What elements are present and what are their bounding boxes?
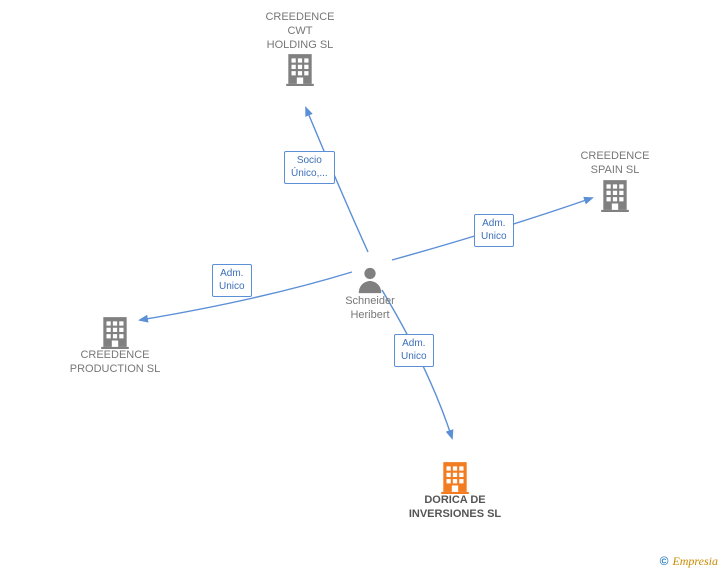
node-center[interactable]: Schneider Heribert xyxy=(310,265,430,323)
building-icon xyxy=(283,52,317,86)
node-production[interactable]: CREEDENCE PRODUCTION SL xyxy=(55,315,175,377)
diagram-canvas: ©Empresia Schneider Heribert CREEDENCE CW… xyxy=(0,0,728,575)
edge-label-center-spain: Adm. Unico xyxy=(474,214,514,247)
edge-label-center-dorica: Adm. Unico xyxy=(394,334,434,367)
node-label: DORICA DE INVERSIONES SL xyxy=(395,494,515,522)
watermark-brand: Empresia xyxy=(672,554,718,568)
node-dorica[interactable]: DORICA DE INVERSIONES SL xyxy=(395,460,515,522)
edge-label-center-production: Adm. Unico xyxy=(212,264,252,297)
copyright-symbol: © xyxy=(660,554,669,568)
node-label: Schneider Heribert xyxy=(310,295,430,323)
building-icon xyxy=(438,460,472,494)
node-label: CREEDENCE SPAIN SL xyxy=(555,150,675,178)
building-icon xyxy=(598,178,632,212)
node-label: CREEDENCE PRODUCTION SL xyxy=(55,349,175,377)
node-spain[interactable]: CREEDENCE SPAIN SL xyxy=(555,150,675,212)
building-icon xyxy=(98,315,132,349)
watermark: ©Empresia xyxy=(660,554,718,569)
node-holding[interactable]: CREEDENCE CWT HOLDING SL xyxy=(240,11,360,86)
node-label: CREEDENCE CWT HOLDING SL xyxy=(240,11,360,52)
edge-label-center-holding: Socio Único,... xyxy=(284,151,335,184)
person-icon xyxy=(355,265,385,295)
